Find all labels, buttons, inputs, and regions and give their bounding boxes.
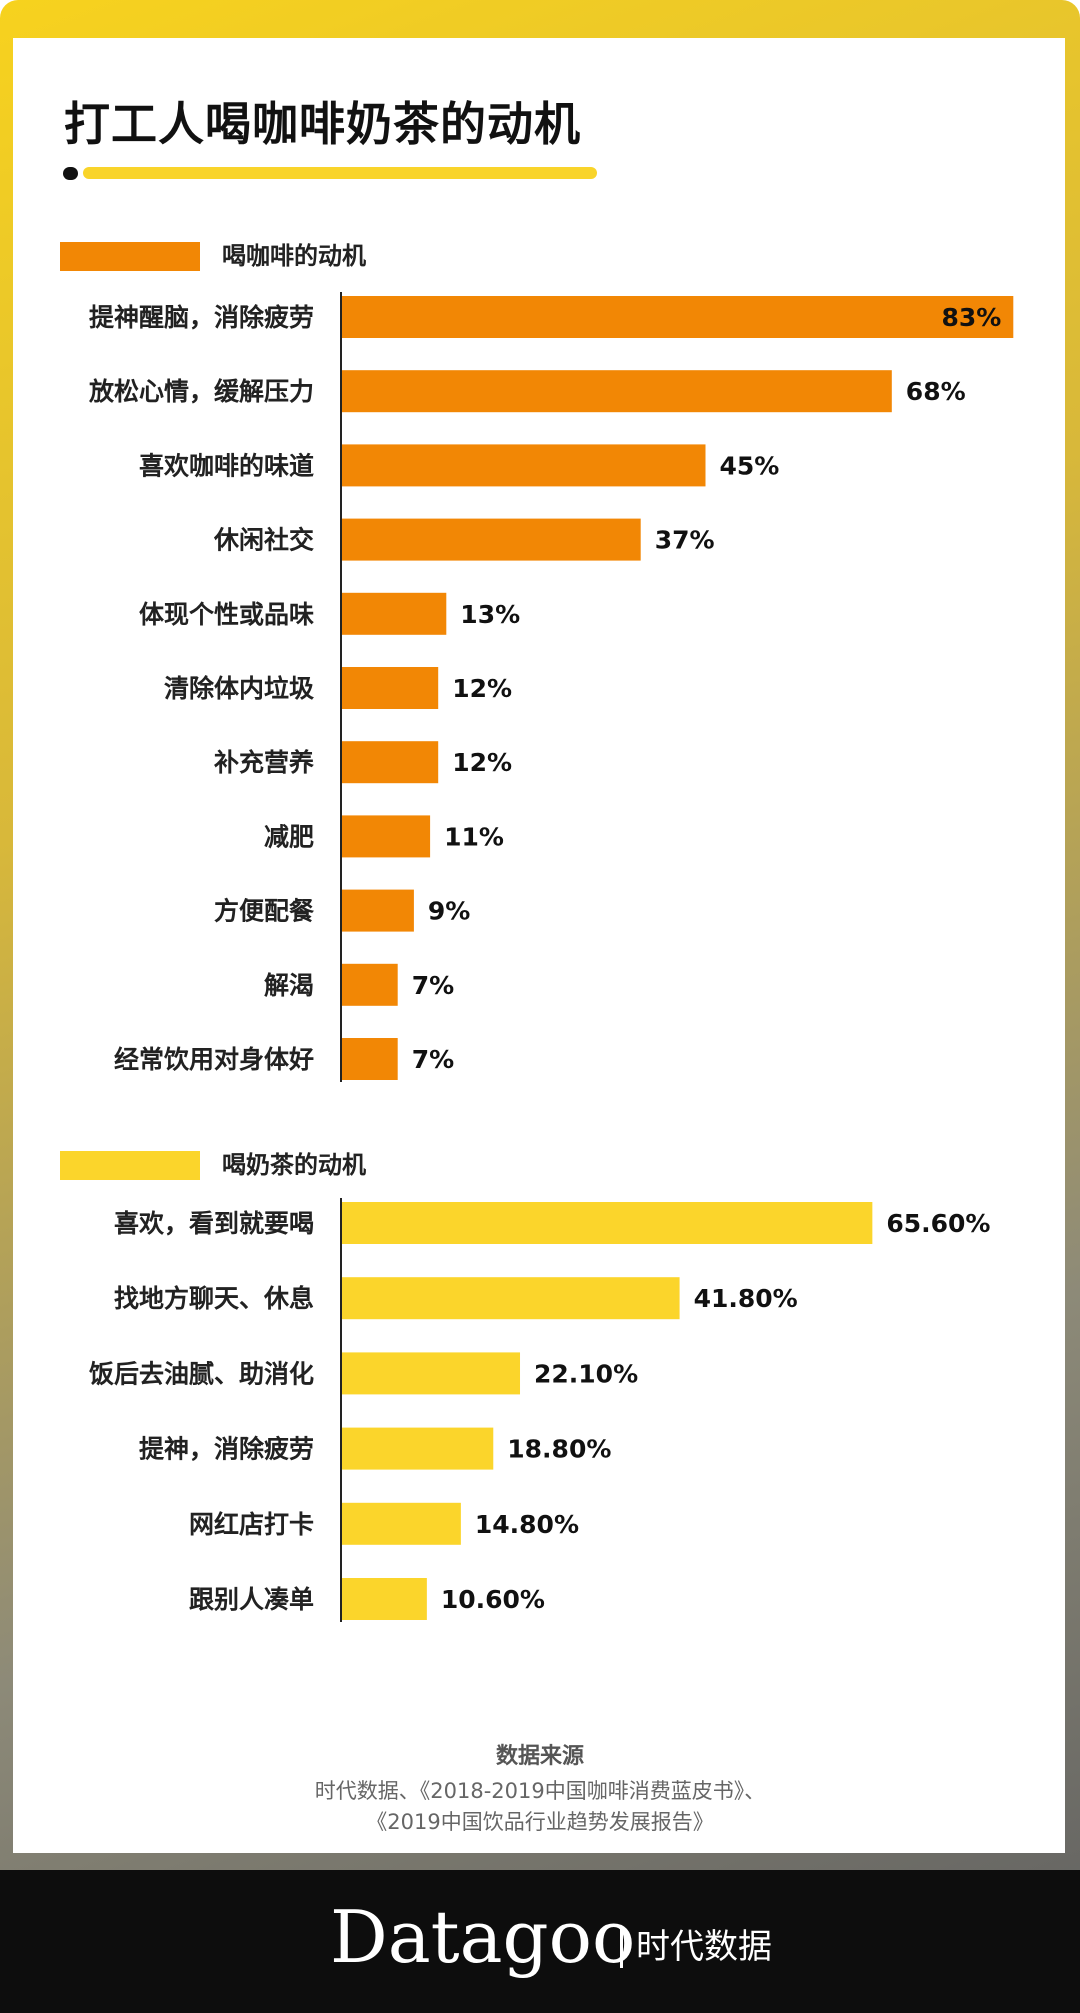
coffee-category-label: 提神醒脑，消除疲劳: [89, 303, 314, 332]
coffee-bar: [341, 1038, 398, 1080]
coffee-bar: [341, 370, 892, 413]
tea-bar: [341, 1427, 494, 1470]
coffee-bar: [341, 667, 439, 709]
coffee-bar: [341, 518, 641, 561]
source-line-2: 《2019中国饮品行业趋势发展报告》: [366, 1810, 714, 1834]
tea-legend-label: 喝奶茶的动机: [222, 1151, 366, 1179]
coffee-bar: [341, 444, 706, 487]
coffee-value-label: 12%: [452, 674, 512, 703]
tea-value-label: 65.60%: [886, 1209, 990, 1238]
coffee-bar: [341, 296, 1014, 338]
brand-logo: Datagoo: [330, 1895, 636, 1979]
tea-category-label: 网红店打卡: [189, 1510, 314, 1539]
coffee-value-label: 7%: [412, 1045, 454, 1074]
coffee-value-label: 12%: [452, 748, 512, 777]
coffee-category-label: 解渴: [264, 971, 314, 1000]
brand-name-cn: 时代数据: [636, 1927, 772, 1967]
coffee-bar: [341, 592, 447, 635]
tea-bar: [341, 1202, 873, 1244]
coffee-bar: [341, 815, 431, 858]
tea-category-label: 找地方聊天、休息: [114, 1284, 314, 1313]
tea-value-label: 14.80%: [475, 1510, 579, 1539]
coffee-category-label: 体现个性或品味: [139, 600, 314, 629]
coffee-category-label: 放松心情，缓解压力: [88, 377, 314, 406]
coffee-value-label: 45%: [720, 451, 780, 480]
tea-value-label: 41.80%: [694, 1284, 798, 1313]
coffee-category-label: 清除体内垃圾: [164, 674, 314, 703]
source-line-1: 时代数据、《2018-2019中国咖啡消费蓝皮书》、: [314, 1779, 766, 1803]
tea-bar: [341, 1277, 680, 1320]
coffee-value-label: 9%: [428, 897, 470, 926]
coffee-value-label: 7%: [412, 971, 454, 1000]
title-underline-dot: [63, 167, 78, 180]
content-panel: [13, 38, 1065, 1853]
coffee-bar: [341, 889, 414, 932]
tea-bar: [341, 1578, 427, 1620]
coffee-category-label: 经常饮用对身体好: [114, 1045, 314, 1074]
tea-value-label: 18.80%: [507, 1435, 611, 1464]
coffee-value-label: 83%: [941, 303, 1001, 332]
title-underline-bar: [83, 167, 597, 179]
source-heading: 数据来源: [495, 1744, 584, 1769]
coffee-value-label: 68%: [906, 377, 966, 406]
motivation-bar-chart: 提神醒脑，消除疲劳 83% 放松心情，缓解压力 68% 喜欢咖啡的味道 45% 休闲社交 37…: [88, 292, 1014, 1622]
tea-bar: [341, 1352, 521, 1395]
tea-value-label: 22.10%: [534, 1359, 638, 1388]
coffee-legend-swatch: [60, 242, 200, 271]
coffee-category-label: 补充营养: [214, 748, 314, 777]
coffee-category-label: 减肥: [264, 822, 314, 851]
tea-category-label: 喜欢，看到就要喝: [114, 1209, 314, 1238]
coffee-value-label: 11%: [444, 822, 504, 851]
tea-category-label: 饭后去油腻、助消化: [89, 1359, 314, 1388]
coffee-bar: [341, 741, 439, 784]
tea-value-label: 10.60%: [441, 1585, 545, 1614]
tea-category-label: 跟别人凑单: [189, 1585, 314, 1614]
page-title: 打工人喝咖啡奶茶的动机: [64, 97, 581, 151]
coffee-value-label: 13%: [460, 600, 520, 629]
coffee-category-label: 休闲社交: [213, 526, 314, 555]
coffee-value-label: 37%: [655, 526, 715, 555]
tea-category-label: 提神，消除疲劳: [139, 1435, 314, 1464]
tea-legend-swatch: [60, 1151, 200, 1180]
brand-divider: [620, 1928, 623, 1968]
coffee-category-label: 喜欢咖啡的味道: [139, 451, 314, 480]
footer-bar: [0, 1870, 1080, 2013]
coffee-category-label: 方便配餐: [214, 897, 315, 926]
coffee-bar: [341, 963, 398, 1006]
tea-bar: [341, 1502, 461, 1545]
coffee-legend-label: 喝咖啡的动机: [222, 242, 366, 270]
